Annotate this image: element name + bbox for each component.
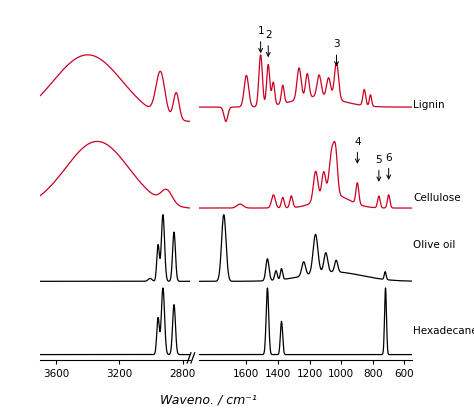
Text: 2: 2 bbox=[265, 30, 272, 56]
Text: Olive oil: Olive oil bbox=[413, 240, 456, 249]
Text: Waveno. / cm⁻¹: Waveno. / cm⁻¹ bbox=[160, 394, 257, 407]
Text: 6: 6 bbox=[385, 153, 392, 179]
Text: 5: 5 bbox=[375, 155, 382, 181]
Text: 3: 3 bbox=[333, 40, 340, 65]
Text: 4: 4 bbox=[354, 137, 361, 163]
Text: 1: 1 bbox=[257, 26, 264, 52]
Text: Cellulose: Cellulose bbox=[413, 193, 461, 203]
Text: Lignin: Lignin bbox=[413, 100, 445, 110]
Text: Hexadecane: Hexadecane bbox=[413, 326, 474, 336]
